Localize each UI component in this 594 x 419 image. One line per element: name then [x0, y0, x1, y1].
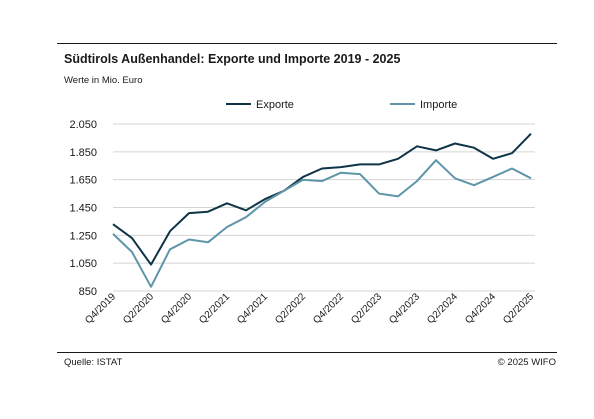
x-tick-label: Q2/2021 [197, 291, 232, 326]
x-tick-label: Q2/2025 [501, 291, 536, 326]
x-tick-label: Q4/2020 [159, 291, 194, 326]
chart-title: Südtirols Außenhandel: Exporte und Impor… [64, 52, 401, 66]
y-tick-label: 1.450 [69, 203, 97, 215]
copyright-note: © 2025 WIFO [497, 357, 556, 368]
chart-subtitle: Werte in Mio. Euro [64, 75, 143, 86]
x-tick-label: Q4/2024 [463, 291, 498, 326]
y-tick-label: 1.250 [69, 230, 97, 242]
bottom-rule [57, 352, 557, 353]
legend-label-exporte: Exporte [256, 99, 294, 111]
y-tick-label: 850 [79, 286, 97, 298]
x-tick-label: Q2/2022 [273, 291, 308, 326]
x-tick-label: Q4/2021 [235, 291, 270, 326]
y-tick-label: 1.050 [69, 258, 97, 270]
x-tick-label: Q2/2023 [349, 291, 384, 326]
x-tick-label: Q4/2023 [387, 291, 422, 326]
y-tick-label: 1.650 [69, 175, 97, 187]
legend-label-importe: Importe [420, 99, 457, 111]
series-line-importe [112, 159, 532, 288]
x-tick-label: Q4/2022 [311, 291, 346, 326]
y-tick-label: 1.850 [69, 147, 97, 159]
series-line-exporte [112, 133, 532, 266]
y-tick-label: 2.050 [69, 119, 97, 131]
x-tick-label: Q2/2024 [425, 291, 460, 326]
source-note: Quelle: ISTAT [64, 357, 123, 368]
top-rule [57, 43, 557, 44]
x-tick-label: Q2/2020 [121, 291, 156, 326]
